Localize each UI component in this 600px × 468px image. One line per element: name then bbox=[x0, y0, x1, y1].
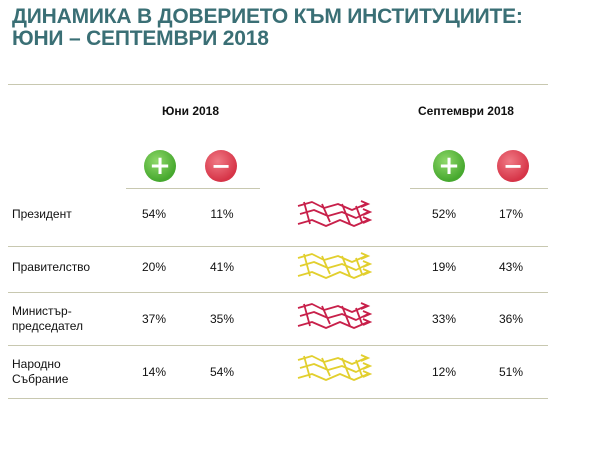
cell-sep-neg: 36% bbox=[498, 312, 524, 326]
trend-arrowhead bbox=[362, 208, 373, 216]
trend-stroke bbox=[303, 201, 363, 225]
minus-icon: − bbox=[497, 150, 529, 182]
plus-icon: + bbox=[144, 150, 176, 182]
trend-arrows-icon bbox=[297, 354, 373, 381]
trend-stroke bbox=[303, 303, 363, 327]
row-label: Министър- председател bbox=[12, 304, 84, 333]
trend-arrowhead bbox=[362, 310, 373, 318]
cell-june-neg: 11% bbox=[210, 207, 234, 221]
trend-stroke bbox=[303, 355, 363, 379]
trend-arrowhead bbox=[360, 302, 371, 310]
row-label: Народно Събрание bbox=[12, 357, 69, 386]
row-label: Президент bbox=[12, 207, 72, 221]
trend-arrowhead bbox=[362, 216, 373, 224]
period-june: Юни 2018 bbox=[162, 104, 220, 118]
cell-june-pos: 37% bbox=[141, 312, 167, 326]
top-rule bbox=[8, 84, 548, 85]
trend-arrows-icon bbox=[297, 252, 373, 279]
trend-stroke bbox=[303, 253, 363, 277]
trend-stroke bbox=[299, 261, 369, 271]
row-divider bbox=[8, 246, 548, 247]
row-divider bbox=[8, 398, 548, 399]
title-line-2: ЮНИ – СЕПТЕМВРИ 2018 bbox=[12, 27, 269, 50]
cell-june-neg: 41% bbox=[209, 260, 235, 274]
cell-june-pos: 20% bbox=[141, 260, 167, 274]
trend-arrowhead bbox=[362, 268, 373, 276]
cell-sep-pos: 33% bbox=[431, 312, 457, 326]
cell-sep-neg: 43% bbox=[498, 260, 524, 274]
cell-sep-neg: 17% bbox=[498, 207, 524, 221]
cell-june-neg: 54% bbox=[209, 365, 235, 379]
trend-stroke bbox=[299, 363, 369, 373]
trend-arrowhead bbox=[362, 370, 373, 378]
trend-arrowhead bbox=[360, 354, 371, 362]
row-label: Правителство bbox=[12, 260, 91, 274]
trend-arrowhead bbox=[360, 200, 371, 208]
row-divider bbox=[8, 345, 548, 346]
september-header-rule bbox=[410, 188, 548, 189]
trend-stroke bbox=[299, 209, 369, 219]
row-divider bbox=[8, 292, 548, 293]
trend-stroke bbox=[297, 303, 367, 313]
cell-sep-pos: 12% bbox=[431, 365, 457, 379]
plus-icon: + bbox=[433, 150, 465, 182]
chart-title: ДИНАМИКА В ДОВЕРИЕТО КЪМ ИНСТИТУЦИИТЕ: Ю… bbox=[12, 6, 582, 50]
trend-arrows-icon bbox=[297, 200, 373, 227]
title-line-1: ДИНАМИКА В ДОВЕРИЕТО КЪМ ИНСТИТУЦИИТЕ: bbox=[12, 5, 523, 28]
trend-arrowhead bbox=[362, 362, 373, 370]
cell-sep-pos: 52% bbox=[431, 207, 457, 221]
cell-june-pos: 54% bbox=[141, 207, 167, 221]
cell-june-pos: 14% bbox=[141, 365, 167, 379]
trend-arrowhead bbox=[362, 318, 373, 326]
cell-sep-neg: 51% bbox=[498, 365, 524, 379]
trend-arrowhead bbox=[362, 260, 373, 268]
trend-stroke bbox=[297, 253, 367, 263]
trend-stroke bbox=[297, 355, 367, 365]
trend-stroke bbox=[297, 201, 367, 211]
minus-icon: − bbox=[205, 150, 237, 182]
cell-sep-pos: 19% bbox=[431, 260, 457, 274]
june-header-rule bbox=[126, 188, 260, 189]
period-september: Септември 2018 bbox=[418, 104, 514, 118]
trend-arrows-icon bbox=[297, 302, 373, 329]
trend-stroke bbox=[299, 311, 369, 321]
cell-june-neg: 35% bbox=[209, 312, 235, 326]
trend-arrowhead bbox=[360, 252, 371, 260]
